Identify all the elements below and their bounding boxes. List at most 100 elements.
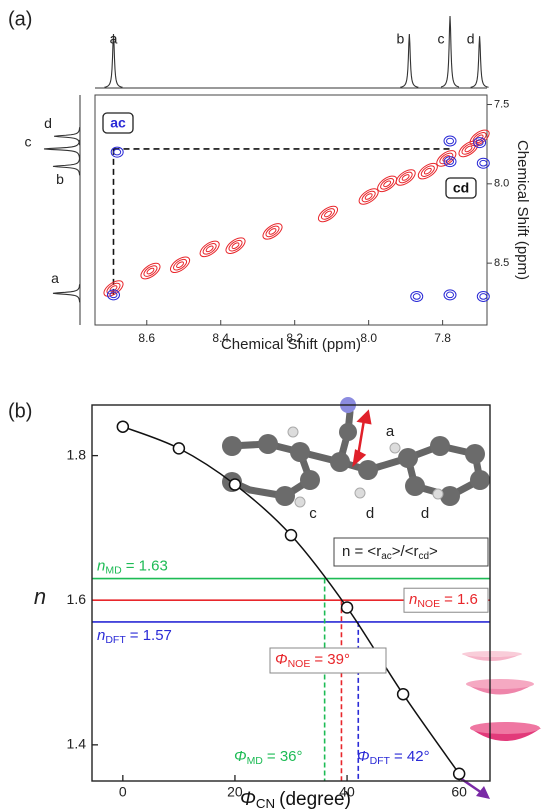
peak-label: a xyxy=(110,31,118,47)
value-label: = 1.6 xyxy=(444,591,478,608)
contour-ring xyxy=(443,289,457,301)
cross-peak xyxy=(458,140,479,158)
molecule-label: c xyxy=(309,505,317,522)
contour-ring xyxy=(113,148,122,156)
contour-ring xyxy=(146,267,155,275)
cross-peak-label: cd xyxy=(453,180,469,196)
data-point xyxy=(284,528,298,542)
data-point xyxy=(396,687,410,701)
cross-peak xyxy=(473,137,487,149)
contour-ring xyxy=(383,180,392,188)
value-label: = 42° xyxy=(394,748,430,765)
cross-peak xyxy=(106,289,120,301)
label-box xyxy=(269,647,387,674)
data-point xyxy=(340,601,354,614)
contour-ring xyxy=(420,165,435,177)
cross-peak xyxy=(377,175,398,193)
symbol: Φ xyxy=(275,651,288,668)
x-tick-label: 40 xyxy=(339,784,355,800)
projection-peak xyxy=(440,15,460,88)
formula-part: >/<r xyxy=(392,543,419,560)
contour-ring xyxy=(436,150,457,167)
subscript: DFT xyxy=(105,634,126,646)
cross-peak xyxy=(140,262,161,280)
y-axis-label: Chemical Shift (ppm) xyxy=(514,140,531,280)
contour-ring xyxy=(423,167,432,175)
cross-peak xyxy=(443,156,457,168)
contour-ring xyxy=(473,137,487,149)
contour-ring xyxy=(377,175,398,193)
value-label: = 36° xyxy=(267,748,303,765)
cross-peak xyxy=(476,290,490,302)
cross-peak xyxy=(199,240,220,258)
peak-label: c xyxy=(438,31,445,47)
contour-ring xyxy=(410,290,424,302)
annotation: ΦDFT = 42° xyxy=(357,748,430,767)
symbol: n xyxy=(97,627,105,644)
contour-ring xyxy=(479,159,488,167)
contour-ring xyxy=(443,135,457,147)
annotation: ΦNOE = 39° xyxy=(275,651,350,670)
cross-peak xyxy=(443,289,457,301)
subscript: NOE xyxy=(417,598,440,610)
contour-ring xyxy=(202,243,217,255)
cross-peak xyxy=(262,223,283,240)
cross-peak xyxy=(443,135,457,147)
subscript: NOE xyxy=(288,658,311,670)
contour-ring xyxy=(361,190,376,203)
contour-ring xyxy=(143,265,158,277)
contour-ring xyxy=(320,208,335,220)
label-box xyxy=(102,112,134,134)
projection-peak xyxy=(43,139,81,158)
x-axis-label: Chemical Shift (ppm) xyxy=(221,336,361,353)
plot-frame xyxy=(91,404,491,782)
formula-part: cd xyxy=(418,551,429,562)
peak-label: a xyxy=(51,270,59,286)
projection-peak xyxy=(54,127,81,146)
contour-ring xyxy=(475,139,484,146)
x-tick-label: 60 xyxy=(451,784,467,800)
formula-part: > xyxy=(429,543,438,560)
contour-ring xyxy=(395,169,416,186)
cross-peak xyxy=(317,205,339,223)
label-box xyxy=(403,587,489,613)
symbol: n xyxy=(97,558,105,575)
cross-peak xyxy=(410,290,424,302)
x-tick-label: 7.8 xyxy=(434,331,451,345)
contour-ring xyxy=(110,146,124,158)
panel-label: (a) xyxy=(8,8,32,30)
projection-peak xyxy=(52,284,81,303)
y-axis-label: n xyxy=(34,584,46,609)
x-tick-label: 0 xyxy=(119,784,127,800)
peak-label: b xyxy=(396,31,404,47)
peak-label: d xyxy=(44,115,52,131)
value-label: = 1.57 xyxy=(130,627,172,644)
peak-label: c xyxy=(25,134,32,150)
contour-ring xyxy=(228,239,243,252)
contour-ring xyxy=(446,291,455,299)
value-label: = 1.63 xyxy=(126,558,168,575)
cross-peak-label: ac xyxy=(110,115,126,131)
molecule-label: d xyxy=(366,505,374,522)
annotation: ΦMD = 36° xyxy=(234,748,303,767)
contour-ring xyxy=(401,174,410,181)
panel-label: (b) xyxy=(8,400,32,422)
symbol: n xyxy=(409,591,417,608)
y-tick-label: 1.6 xyxy=(67,591,87,607)
molecule-illustration xyxy=(222,397,490,508)
projection-peak xyxy=(400,33,419,88)
contour-ring xyxy=(231,242,240,250)
molecule-label: d xyxy=(421,505,429,522)
y-tick-label: 8.5 xyxy=(494,257,509,269)
contour-ring xyxy=(268,228,277,235)
contour-ring xyxy=(461,143,476,155)
contour-ring xyxy=(170,256,191,273)
x-tick-label: 20 xyxy=(227,784,243,800)
formula-part: ac xyxy=(381,551,392,562)
symbol: Φ xyxy=(357,748,370,765)
contour-ring xyxy=(476,157,490,169)
bowl-illustration xyxy=(462,651,541,741)
contour-ring xyxy=(225,237,246,254)
contour-ring xyxy=(109,291,118,299)
